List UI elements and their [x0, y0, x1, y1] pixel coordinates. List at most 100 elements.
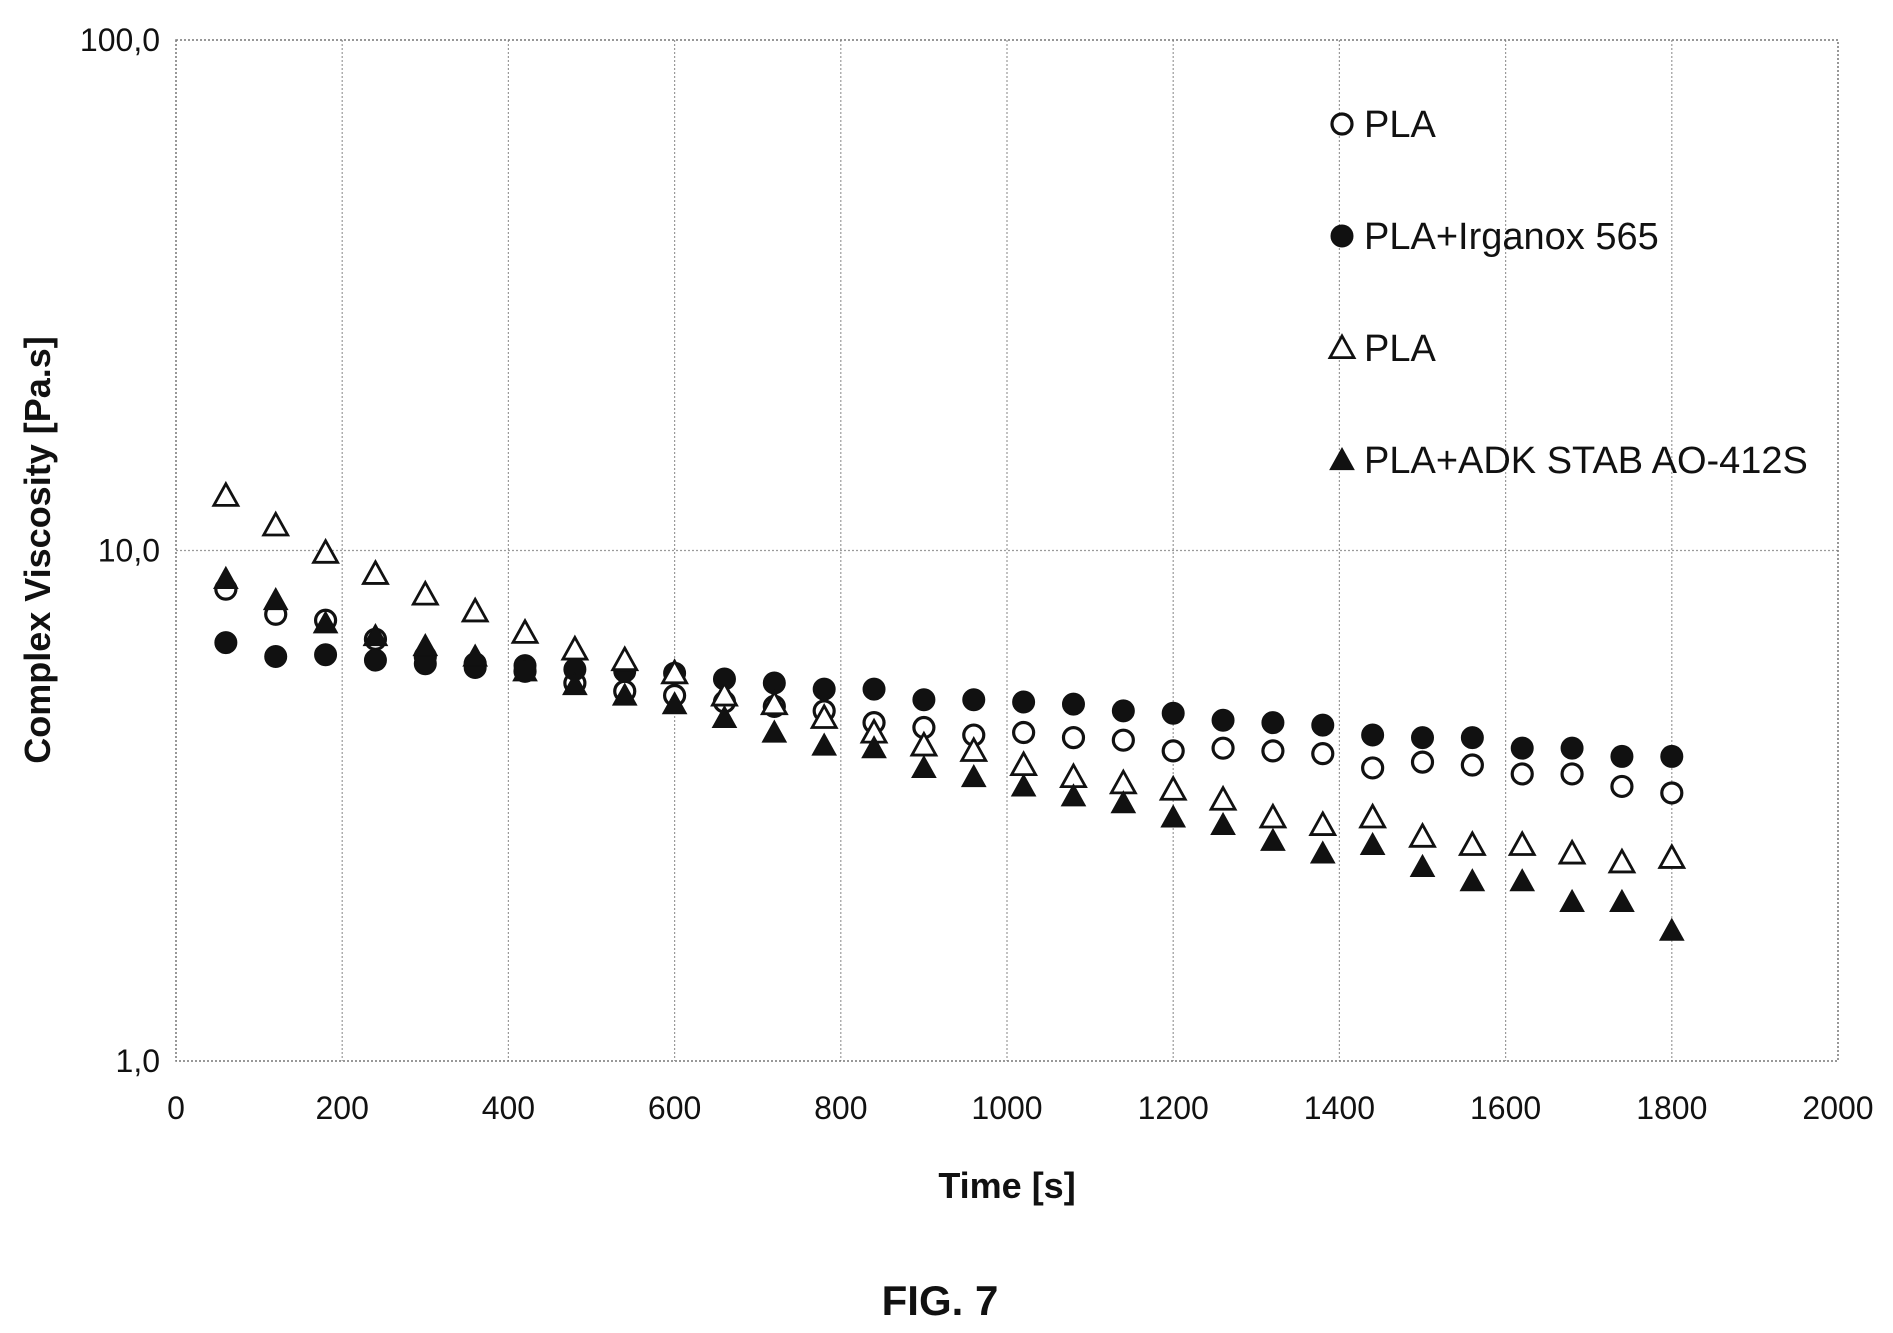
data-point: [1459, 868, 1486, 892]
data-point: [1261, 739, 1285, 763]
data-point: [1010, 773, 1037, 797]
data-point: [660, 658, 689, 685]
data-point: [1261, 711, 1285, 735]
y-tick-label: 100,0: [80, 22, 160, 58]
y-tick-label: 10,0: [98, 533, 160, 569]
data-point: [1110, 790, 1137, 814]
data-point: [1560, 736, 1584, 760]
data-point: [562, 672, 588, 696]
data-point: [361, 558, 390, 585]
data-point: [960, 763, 987, 788]
data-point: [1311, 742, 1335, 766]
axis-ticks: 0 200 400 600 800 1000 1200 1400 1600 1800 2000 1,0…: [80, 22, 1874, 1126]
figure-label: FIG. 7: [882, 1277, 999, 1324]
data-point: [363, 648, 387, 672]
data-point: [510, 617, 540, 644]
x-axis-title: Time [s]: [938, 1165, 1075, 1206]
x-tick-label: 200: [316, 1090, 369, 1126]
data-point: [1009, 750, 1038, 777]
data-point: [1361, 756, 1385, 780]
data-point: [1309, 840, 1336, 864]
series-1: [214, 577, 1684, 805]
data-point: [1061, 692, 1085, 716]
data-point: [1509, 868, 1536, 892]
data-point: [314, 643, 338, 667]
legend-marker: [1330, 112, 1354, 136]
data-point: [911, 754, 937, 779]
series-3: [211, 480, 1687, 874]
data-point: [362, 622, 389, 647]
data-point: [809, 703, 839, 729]
data-point: [1260, 827, 1286, 851]
data-point: [261, 510, 291, 537]
data-point: [1211, 736, 1235, 760]
series-2: [214, 631, 1684, 768]
data-point: [1408, 821, 1437, 848]
data-point: [611, 682, 638, 706]
data-point: [861, 735, 887, 759]
data-point: [1607, 847, 1637, 874]
data-point: [1609, 888, 1635, 912]
x-tick-label: 1000: [971, 1090, 1042, 1126]
legend-item: PLA: [1327, 328, 1436, 370]
data-point: [1657, 842, 1687, 869]
data-point: [912, 688, 936, 712]
data-point: [1460, 753, 1484, 777]
data-point: [1208, 784, 1238, 811]
data-point: [1060, 783, 1087, 807]
data-point: [759, 689, 789, 716]
data-point: [560, 634, 590, 661]
data-point: [460, 596, 490, 623]
data-point: [264, 644, 288, 668]
data-point: [1660, 781, 1684, 805]
data-point: [1358, 802, 1388, 829]
data-point: [1660, 744, 1684, 768]
data-point: [1410, 750, 1435, 774]
x-tick-label: 1800: [1636, 1090, 1707, 1126]
data-point: [1560, 762, 1584, 786]
x-tick-label: 1200: [1138, 1090, 1209, 1126]
data-point: [1111, 699, 1135, 723]
data-point: [610, 645, 640, 672]
legend-item: PLA+Irganox 565: [1330, 216, 1659, 258]
legend-label: PLA+Irganox 565: [1364, 216, 1659, 258]
data-point: [1258, 802, 1288, 829]
legend-marker: [1330, 224, 1354, 248]
data-point: [1411, 726, 1434, 750]
data-point: [211, 480, 241, 507]
data-points: [211, 480, 1687, 941]
data-point: [1161, 701, 1185, 725]
series-4: [213, 565, 1685, 941]
data-point: [1012, 720, 1036, 745]
data-point: [661, 691, 688, 715]
data-point: [1012, 690, 1036, 714]
data-point: [1507, 830, 1537, 856]
data-point: [812, 677, 836, 701]
data-point: [512, 658, 538, 682]
data-point: [1409, 853, 1436, 878]
data-point: [1559, 888, 1585, 912]
data-point: [711, 704, 738, 728]
data-point: [311, 537, 340, 564]
x-tick-label: 600: [648, 1090, 701, 1126]
data-point: [811, 732, 838, 756]
data-point: [1211, 708, 1235, 732]
data-point: [1108, 768, 1138, 795]
data-point: [761, 719, 788, 743]
x-tick-label: 2000: [1802, 1090, 1873, 1126]
y-axis-title: Complex Viscosity [Pa.s]: [17, 336, 58, 764]
data-point: [410, 579, 440, 606]
plot-frame: [175, 39, 1839, 1062]
data-point: [1061, 726, 1086, 750]
data-point: [1210, 811, 1236, 836]
data-point: [909, 730, 939, 757]
legend-item: PLA+ADK STAB AO-412S: [1329, 440, 1808, 482]
data-point: [1658, 917, 1685, 941]
x-tick-label: 400: [482, 1090, 535, 1126]
legend-label: PLA: [1364, 328, 1436, 370]
data-point: [1557, 838, 1587, 865]
data-point: [1510, 736, 1534, 760]
data-point: [262, 586, 289, 611]
data-point: [1457, 830, 1487, 856]
